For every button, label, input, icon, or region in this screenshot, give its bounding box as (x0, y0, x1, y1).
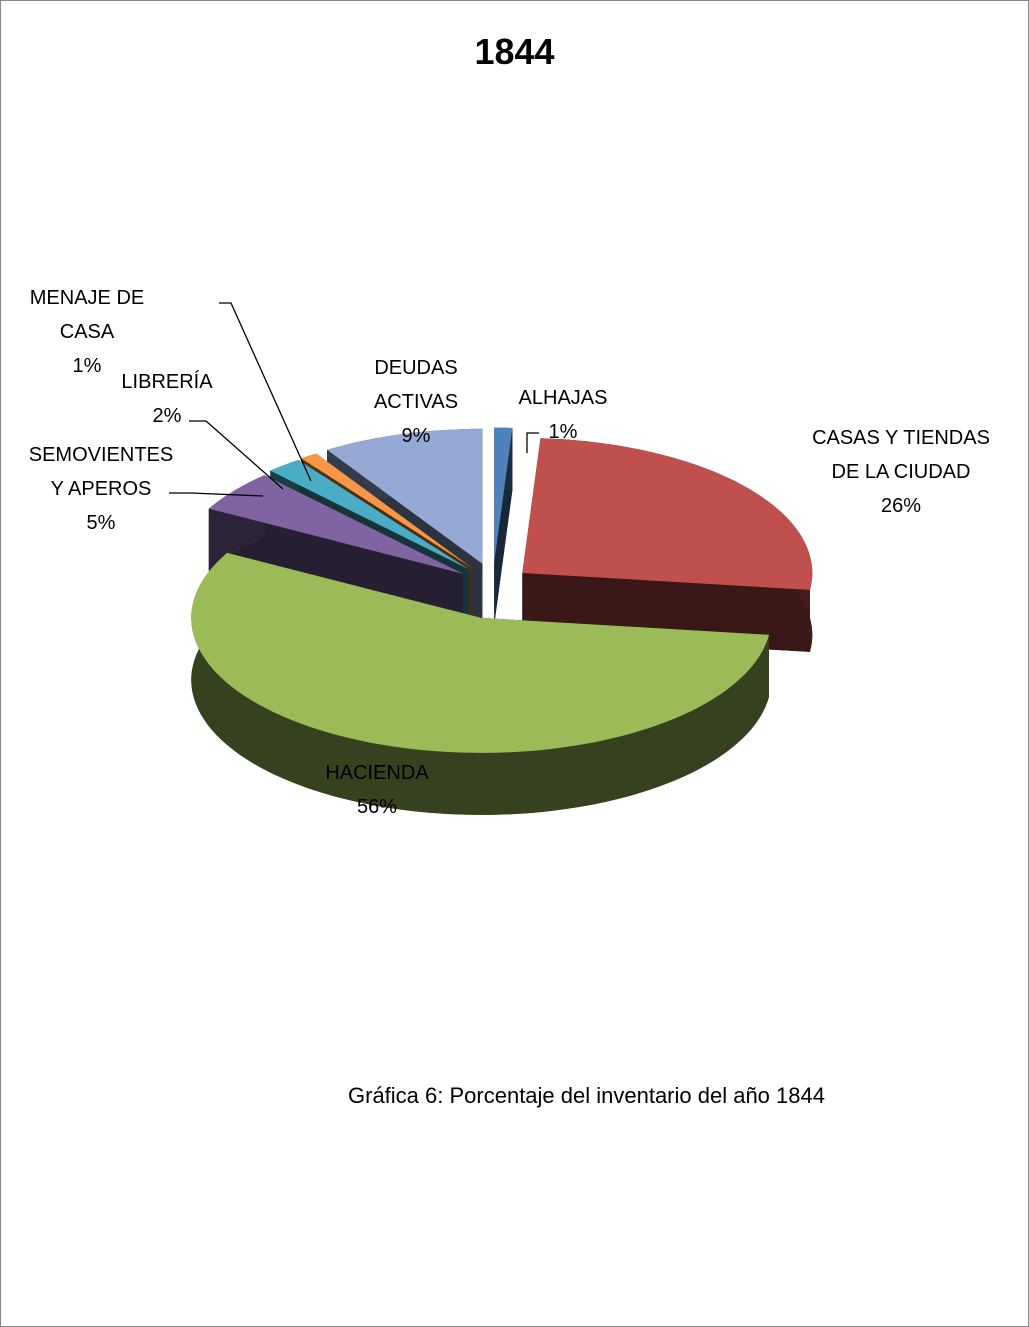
category-label: LIBRERÍA (121, 371, 213, 393)
slice (191, 552, 770, 753)
data-label: MENAJE DE CASA 1% (12, 281, 162, 383)
caption: Gráfica 6: Porcentaje del inventario del… (348, 1083, 825, 1108)
category-label: HACIENDA (325, 762, 429, 784)
leader-line (219, 302, 312, 482)
leader-line (189, 420, 284, 490)
percent-label: 5% (86, 512, 116, 534)
leader-lines (169, 302, 539, 497)
data-label: DEUDAS ACTIVAS 9% (356, 351, 476, 453)
category-label: SEMOVIENTES Y APEROS (28, 444, 174, 500)
percent-label: 1% (72, 355, 102, 377)
leader-line (526, 432, 539, 453)
slice (270, 460, 469, 570)
percent-label: 56% (356, 796, 398, 818)
chart-title: 1844 (474, 31, 555, 72)
pie (191, 427, 813, 815)
slice (494, 427, 513, 563)
leader-line (169, 492, 264, 497)
category-label: MENAJE DE CASA (29, 287, 145, 343)
data-label: ALHAJAS 1% (503, 381, 623, 449)
slice (327, 428, 483, 564)
percent-label: 1% (548, 421, 578, 443)
data-label: LIBRERÍA 2% (107, 365, 227, 433)
category-label: CASAS Y TIENDAS DE LA CIUDAD (812, 427, 990, 483)
slice-side (191, 552, 770, 815)
data-label: HACIENDA 56% (307, 756, 447, 824)
category-label: DEUDAS ACTIVAS (373, 357, 459, 413)
slice (522, 438, 813, 590)
category-label: ALHAJAS (518, 387, 608, 409)
slice (301, 453, 472, 568)
percent-label: 2% (152, 405, 182, 427)
percent-label: 9% (401, 425, 431, 447)
data-label: SEMOVIENTES Y APEROS 5% (26, 438, 176, 540)
slice (208, 475, 463, 574)
percent-label: 26% (880, 495, 922, 517)
data-label: CASAS Y TIENDAS DE LA CIUDAD 26% (811, 421, 991, 523)
